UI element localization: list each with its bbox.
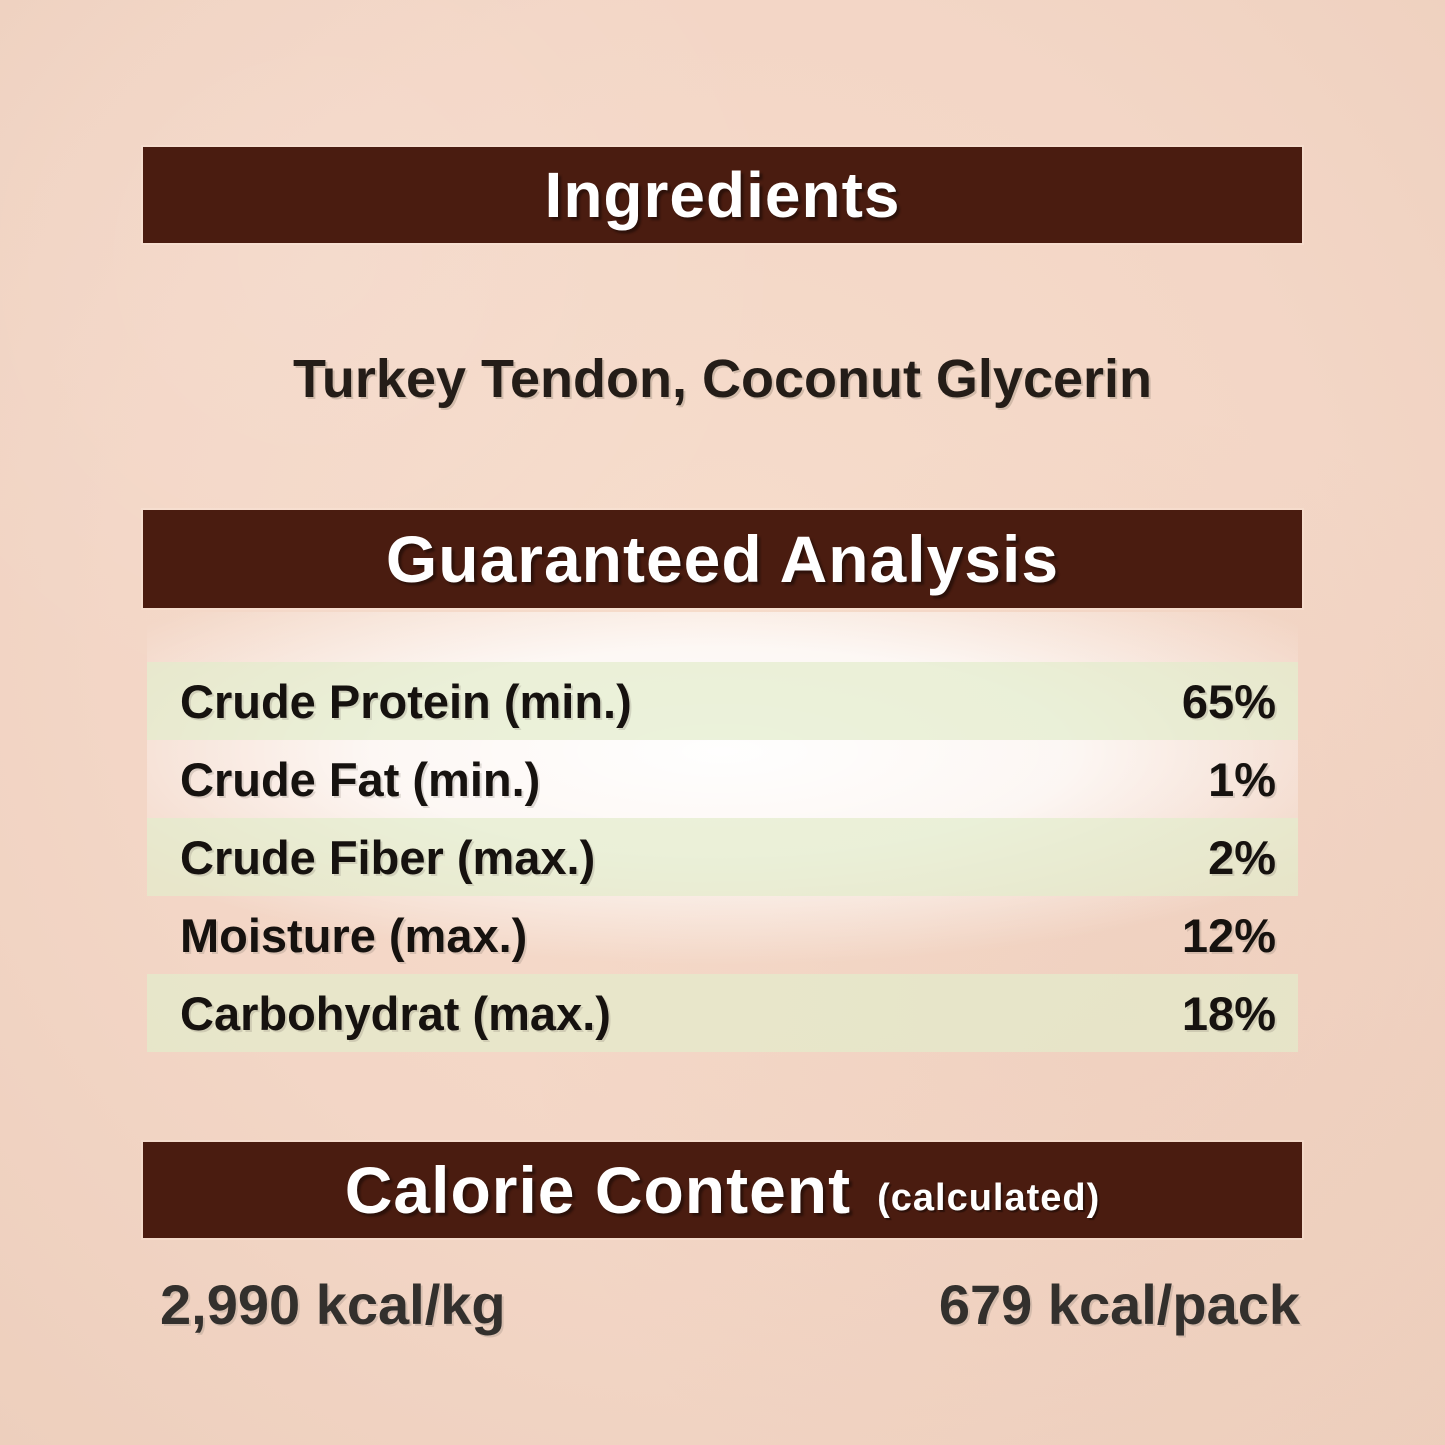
row-label: Moisture (max.) [180,908,528,962]
row-value: 65% [1181,674,1276,728]
table-row: Moisture (max.) 12% [147,896,1298,974]
guaranteed-analysis-header: Guaranteed Analysis [143,510,1302,608]
table-row: Crude Fiber (max.) 2% [147,818,1298,896]
guaranteed-analysis-title: Guaranteed Analysis [385,522,1060,596]
ingredients-title: Ingredients [544,159,901,231]
row-value: 2% [1208,830,1276,884]
calorie-per-pack: 679 kcal/pack [938,1273,1300,1336]
row-value: 1% [1208,752,1276,806]
calorie-content-qualifier: (calculated) [877,1176,1101,1219]
row-value: 18% [1181,986,1276,1040]
guaranteed-analysis-table: Crude Protein (min.) 65% Crude Fat (min.… [147,662,1298,1052]
calorie-content-title: Calorie Content [344,1153,852,1227]
table-row: Crude Protein (min.) 65% [147,662,1298,740]
ingredients-section-header: Ingredients [143,147,1302,243]
table-row: Carbohydrat (max.) 18% [147,974,1298,1052]
ingredients-text: Turkey Tendon, Coconut Glycerin [292,349,1153,409]
table-row: Crude Fat (min.) 1% [147,740,1298,818]
row-label: Crude Fat (min.) [180,752,541,806]
row-label: Crude Protein (min.) [180,674,632,728]
row-label: Carbohydrat (max.) [180,986,611,1040]
calorie-per-kg: 2,990 kcal/kg [160,1273,506,1336]
row-label: Crude Fiber (max.) [180,830,596,884]
calorie-content-header: Calorie Content (calculated) [143,1142,1302,1238]
row-value: 12% [1181,908,1276,962]
calorie-values: 2,990 kcal/kg 679 kcal/pack [160,1272,1300,1337]
